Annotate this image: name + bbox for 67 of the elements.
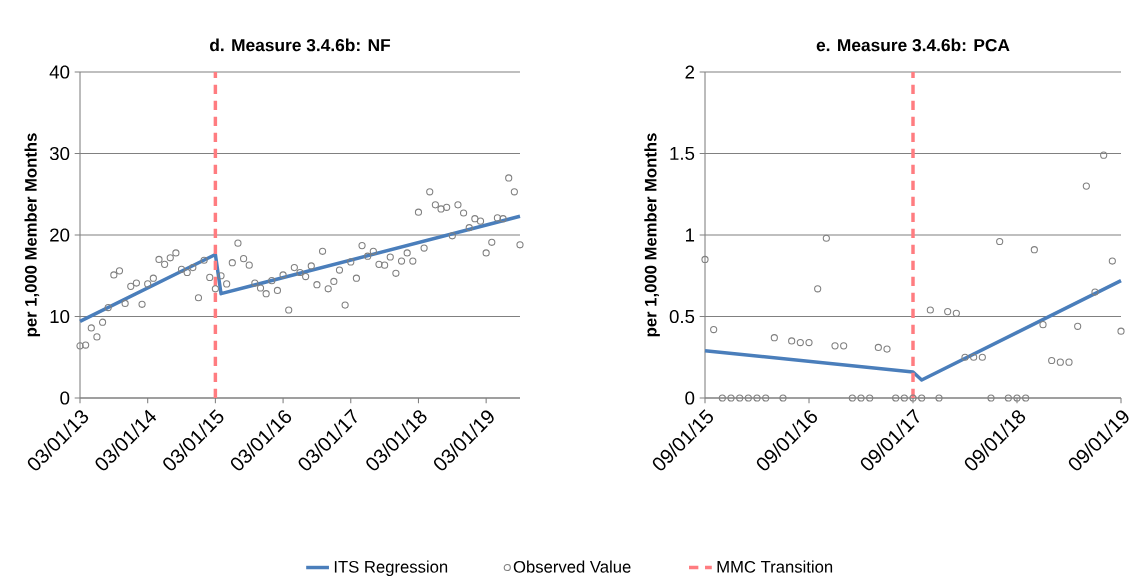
point [883,345,891,353]
point [978,353,986,361]
point [1074,322,1082,330]
point [961,353,969,361]
point [762,394,770,402]
point [1022,394,1030,402]
y-axis-title: per 1,000 Member Months [644,133,660,337]
y-tick-label: 0.5 [669,309,695,324]
y-axis-title: per 1,000 Member Months [24,133,41,337]
point [831,342,839,350]
y-tick-label: 0 [60,391,70,405]
point [1039,321,1047,329]
point [1013,394,1021,402]
point [770,334,778,342]
point [866,394,874,402]
y-tick-label: 1 [686,228,695,242]
y-tick-label: 20 [50,228,70,242]
point [909,394,917,402]
point [814,285,822,293]
line-series [703,278,1123,382]
point [935,394,943,402]
point [892,394,900,402]
point [744,394,752,402]
point [1065,358,1073,366]
point [718,394,726,402]
point [926,306,934,314]
point [1117,327,1125,335]
point [848,394,856,402]
point [701,255,709,264]
point [753,394,761,402]
point [805,338,813,347]
point [788,337,796,345]
point [796,338,804,347]
point [874,343,882,352]
point [944,308,952,316]
point [918,394,926,402]
point [1082,182,1090,190]
point [727,394,735,402]
legend-label: MMC Transition [717,560,833,573]
chart-title: e. Measure 3.4.6b: PCA [816,38,1010,52]
point [840,342,848,350]
point [736,394,744,402]
legend-label: ITS Regression [334,560,448,576]
point [1004,394,1012,402]
y-tick-label: 40 [49,65,70,79]
point [900,394,908,402]
y-tick-label: 30 [49,146,70,161]
point [710,325,718,334]
chart-title: d. Measure 3.4.6b: NF [210,38,391,52]
y-tick-label: 10 [50,309,70,324]
point [1056,358,1064,366]
y-tick-label: 1.5 [670,146,695,161]
point [857,394,865,402]
point [970,353,978,361]
point [779,394,787,402]
y-tick-label: 2 [685,65,695,79]
point [1091,288,1099,296]
point [952,309,960,317]
y-tick-label: 0 [685,391,695,405]
point [996,237,1004,246]
point [822,234,830,242]
point [1108,257,1116,265]
point [1030,246,1038,254]
legend-label: Observed Value [513,560,631,573]
point [1100,151,1108,159]
point [1048,356,1056,365]
point [987,394,995,402]
